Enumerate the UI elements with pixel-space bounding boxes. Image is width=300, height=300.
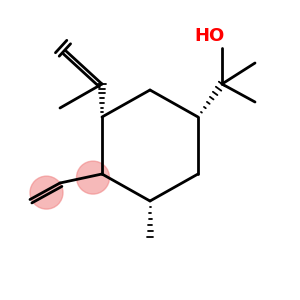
Circle shape — [30, 176, 63, 209]
Circle shape — [76, 161, 110, 194]
Text: HO: HO — [195, 27, 225, 45]
